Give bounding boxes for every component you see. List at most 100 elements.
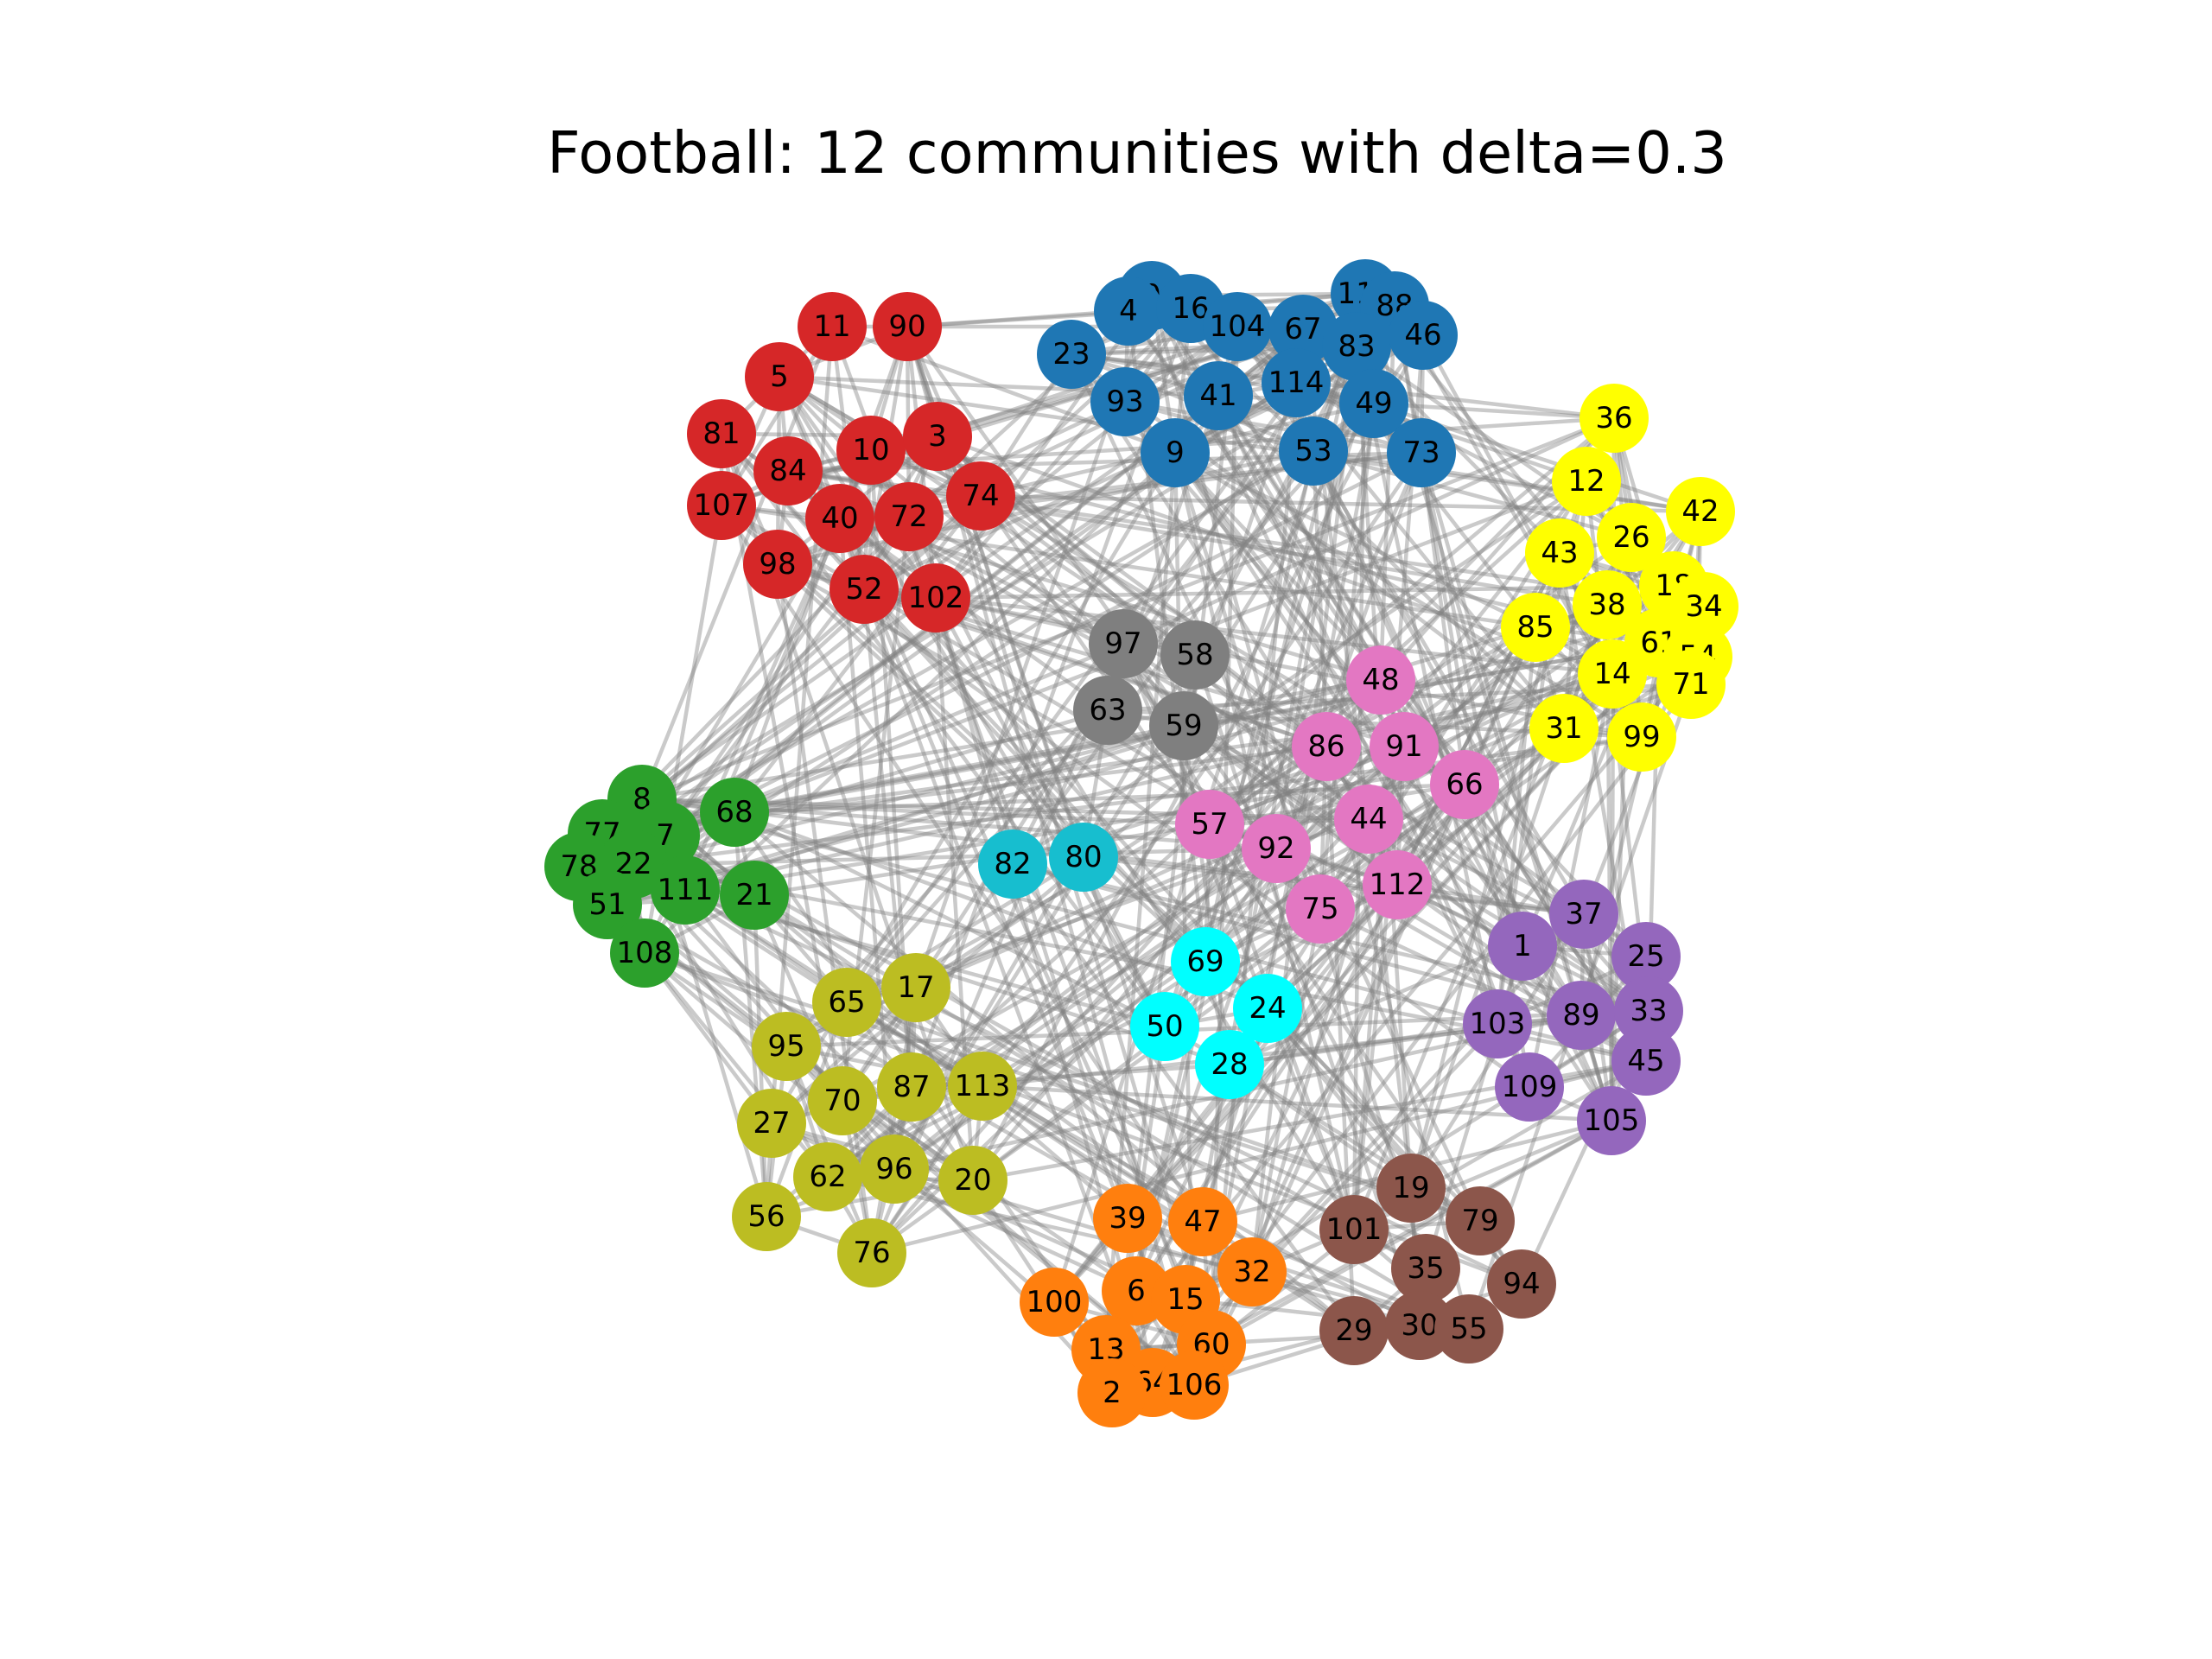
node-circle bbox=[1547, 981, 1616, 1050]
node-label: 11 bbox=[813, 309, 850, 344]
node-label: 90 bbox=[888, 309, 925, 344]
figure-title: Football: 12 communities with delta=0.3 bbox=[547, 119, 1727, 187]
edge bbox=[1126, 727, 1566, 1220]
edge bbox=[845, 709, 1109, 1004]
node-label: 42 bbox=[1681, 494, 1719, 529]
edge bbox=[1127, 309, 1382, 682]
node-label: 102 bbox=[908, 581, 964, 615]
node-circle bbox=[1268, 295, 1338, 364]
edge bbox=[1151, 912, 1586, 1384]
node-label: 56 bbox=[747, 1199, 785, 1234]
edge bbox=[720, 432, 1166, 1028]
node-79: 79 bbox=[1446, 1186, 1515, 1255]
node-label: 62 bbox=[809, 1160, 846, 1194]
edge bbox=[1209, 782, 1465, 827]
node-102: 102 bbox=[901, 563, 970, 632]
node-100: 100 bbox=[1020, 1268, 1089, 1337]
node-label: 37 bbox=[1565, 897, 1602, 931]
node-46: 46 bbox=[1389, 301, 1458, 370]
node-label: 87 bbox=[893, 1070, 930, 1104]
node-circle bbox=[1319, 1296, 1389, 1365]
node-26: 26 bbox=[1597, 503, 1666, 572]
node-23: 23 bbox=[1037, 320, 1106, 389]
edge bbox=[1124, 399, 1422, 455]
edge bbox=[910, 480, 1588, 1089]
node-circle bbox=[1130, 992, 1199, 1061]
node-label: 82 bbox=[994, 847, 1031, 881]
node-circle bbox=[1077, 1358, 1147, 1427]
node-circle bbox=[1488, 912, 1557, 981]
node-40: 40 bbox=[805, 484, 874, 553]
node-72: 72 bbox=[874, 482, 944, 551]
node-53: 53 bbox=[1279, 416, 1348, 486]
node-45: 45 bbox=[1611, 1027, 1681, 1096]
node-circle bbox=[651, 855, 720, 925]
node-label: 43 bbox=[1541, 536, 1578, 570]
node-circle bbox=[877, 1052, 946, 1122]
edge bbox=[935, 583, 1675, 601]
node-circle bbox=[1286, 874, 1355, 944]
node-label: 114 bbox=[1268, 365, 1325, 400]
node-circle bbox=[1389, 301, 1458, 370]
node-label: 14 bbox=[1593, 657, 1630, 691]
node-circle bbox=[1262, 348, 1331, 417]
node-label: 40 bbox=[821, 501, 858, 536]
edge bbox=[1193, 345, 1358, 657]
node-circle bbox=[752, 1012, 821, 1081]
node-label: 57 bbox=[1191, 807, 1228, 842]
node-37: 37 bbox=[1549, 880, 1618, 949]
edge bbox=[601, 640, 1660, 836]
node-label: 5 bbox=[770, 359, 789, 394]
node-label: 100 bbox=[1027, 1285, 1083, 1319]
node-label: 4 bbox=[1119, 294, 1138, 328]
edge bbox=[1071, 352, 1297, 385]
node-label: 81 bbox=[702, 416, 740, 451]
node-label: 72 bbox=[890, 499, 927, 534]
node-circle bbox=[1446, 1186, 1515, 1255]
node-label: 106 bbox=[1166, 1368, 1223, 1402]
edge bbox=[1011, 480, 1588, 866]
edge bbox=[982, 1008, 1649, 1089]
node-circle bbox=[1501, 593, 1570, 662]
node-label: 84 bbox=[769, 454, 806, 488]
node-circle bbox=[1195, 1030, 1264, 1099]
edge bbox=[1071, 352, 1615, 421]
node-circle bbox=[946, 461, 1015, 531]
edge bbox=[936, 435, 1648, 958]
edge bbox=[785, 1045, 975, 1182]
node-circle bbox=[1487, 1249, 1556, 1319]
node-label: 25 bbox=[1627, 939, 1664, 974]
node-56: 56 bbox=[732, 1182, 801, 1251]
edge bbox=[839, 516, 1382, 683]
node-circle bbox=[610, 918, 679, 988]
node-80: 80 bbox=[1049, 823, 1118, 892]
node-label: 66 bbox=[1446, 767, 1483, 802]
node-circle bbox=[948, 1052, 1017, 1121]
node-label: 34 bbox=[1685, 589, 1722, 624]
node-circle bbox=[1089, 609, 1158, 678]
edge bbox=[779, 374, 1701, 514]
node-label: 12 bbox=[1567, 464, 1605, 499]
node-label: 63 bbox=[1089, 693, 1126, 728]
nodes-layer: 1190581103841074072749852102041610423671… bbox=[544, 259, 1738, 1427]
node-5: 5 bbox=[745, 342, 814, 411]
node-label: 86 bbox=[1307, 729, 1344, 764]
node-circle bbox=[1363, 850, 1432, 919]
node-circle bbox=[1385, 1291, 1454, 1360]
node-label: 24 bbox=[1249, 991, 1286, 1026]
node-81: 81 bbox=[687, 399, 756, 468]
node-83: 83 bbox=[1322, 312, 1391, 381]
node-label: 50 bbox=[1146, 1009, 1183, 1044]
edge bbox=[720, 504, 1205, 1224]
node-107: 107 bbox=[687, 471, 756, 540]
edge bbox=[601, 334, 1425, 836]
edge bbox=[1408, 728, 1567, 1189]
node-73: 73 bbox=[1387, 418, 1456, 487]
node-label: 94 bbox=[1503, 1267, 1540, 1301]
node-70: 70 bbox=[808, 1066, 877, 1135]
node-circle bbox=[732, 1182, 801, 1251]
edge bbox=[664, 834, 1427, 1270]
edge bbox=[1373, 401, 1615, 421]
node-87: 87 bbox=[877, 1052, 946, 1122]
